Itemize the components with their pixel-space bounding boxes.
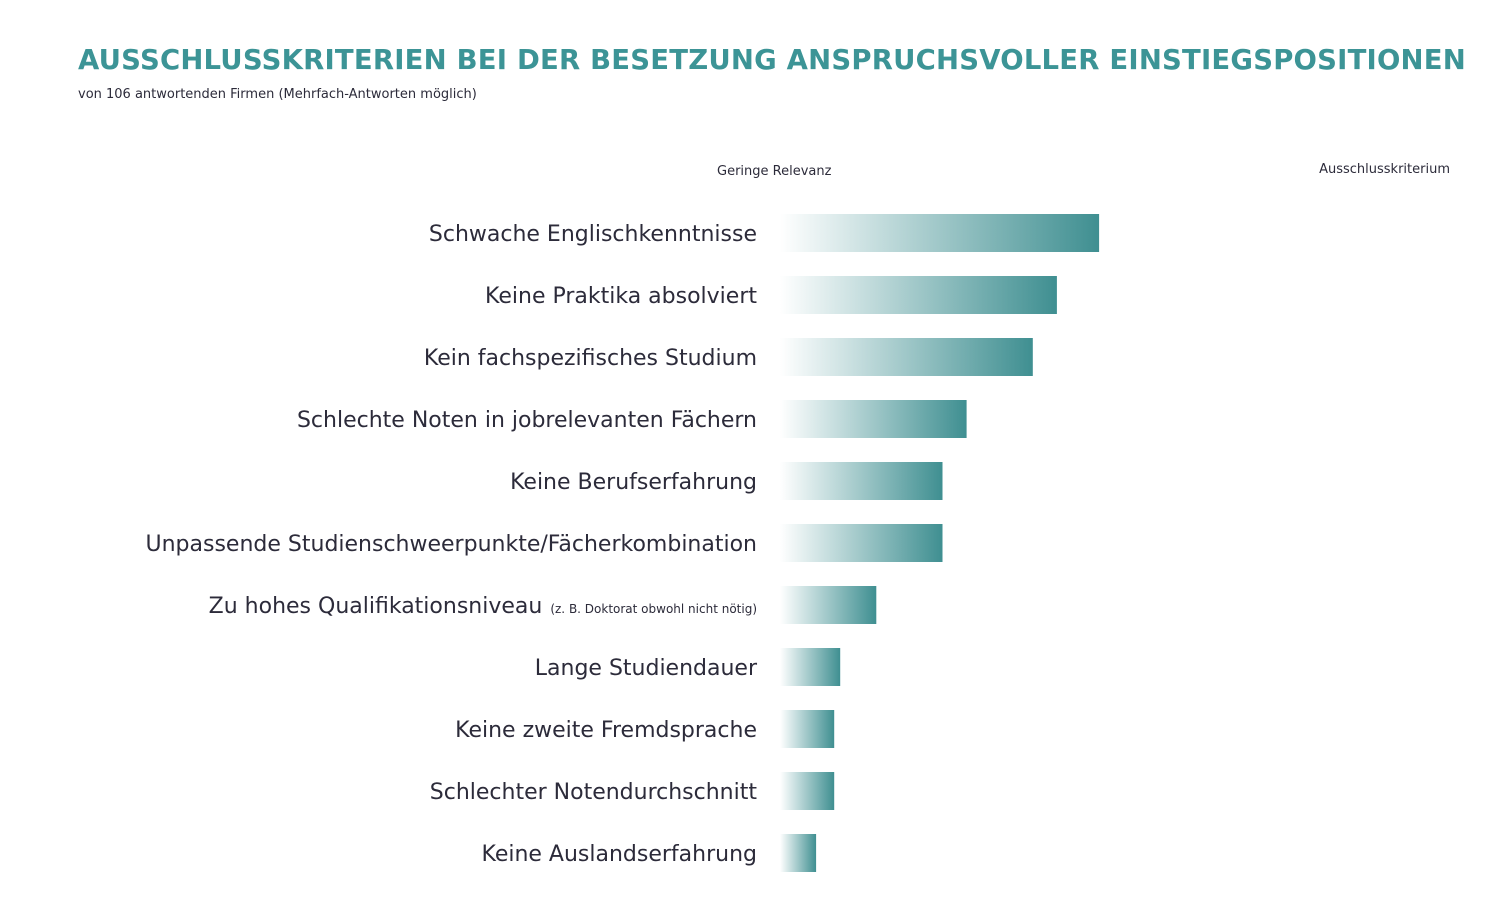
scale-max-label: Ausschlusskriterium (1319, 162, 1450, 177)
chart-subtitle: von 106 antwortenden Firmen (Mehrfach-An… (78, 87, 477, 102)
category-label: Lange Studiendauer (535, 656, 758, 681)
bar (780, 462, 943, 500)
chart-title: AUSSCHLUSSKRITERIEN BEI DER BESETZUNG AN… (78, 44, 1466, 76)
bar (780, 772, 835, 810)
bar (780, 400, 967, 438)
bar (780, 648, 841, 686)
chart-rows: Schwache Englischkenntnisse Keine Praktik… (146, 214, 1100, 872)
category-label: Zu hohes Qualifikationsniveau (z. B. Dokt… (209, 594, 757, 619)
bar (780, 338, 1033, 376)
bar (780, 834, 817, 872)
scale-min-label: Geringe Relevanz (717, 164, 832, 179)
bar (780, 710, 835, 748)
category-label: Keine zweite Fremdsprache (455, 718, 757, 743)
bar (780, 214, 1100, 252)
bar (780, 524, 943, 562)
category-label: Schlechter Notendurchschnitt (430, 780, 758, 805)
category-label: Keine Praktika absolviert (485, 284, 757, 309)
category-label: Schwache Englischkenntnisse (429, 222, 757, 247)
category-label: Keine Auslandserfahrung (481, 842, 757, 867)
bar (780, 586, 877, 624)
category-label: Unpassende Studienschweerpunkte/Fächerko… (146, 532, 757, 557)
bar (780, 276, 1057, 314)
category-label: Kein fachspezifisches Studium (424, 346, 757, 371)
category-label: Schlechte Noten in jobrelevanten Fächern (297, 408, 757, 433)
category-label: Keine Berufserfahrung (510, 470, 757, 495)
